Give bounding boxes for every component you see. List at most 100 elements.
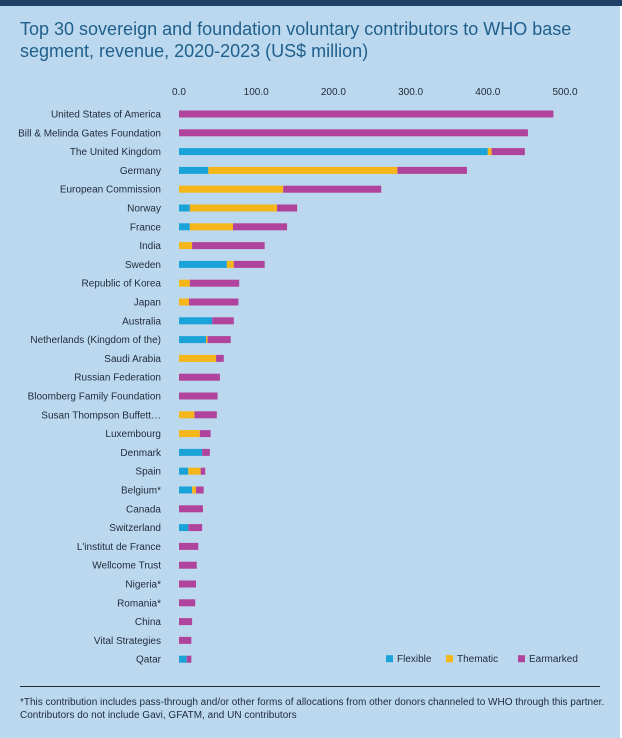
legend-label: Thematic: [457, 654, 498, 665]
bar-segment-flexible: [179, 223, 190, 231]
bar-segment-flexible: [179, 166, 209, 174]
category-label: Romania*: [117, 598, 161, 609]
x-tick-label: 0.0: [172, 87, 186, 98]
legend-swatch: [386, 655, 393, 663]
category-label: L'institut de France: [77, 542, 162, 553]
category-label: Australia: [122, 316, 161, 327]
x-tick-label: 500.0: [552, 87, 577, 98]
category-label: Bill & Melinda Gates Foundation: [18, 128, 161, 139]
legend-label: Flexible: [397, 654, 432, 665]
bar-segment-earmarked: [179, 373, 220, 381]
bar-segment-earmarked: [179, 110, 554, 118]
category-label: Luxembourg: [105, 429, 161, 440]
category-label: Vital Strategies: [94, 636, 161, 647]
bar-segment-earmarked: [189, 279, 240, 287]
category-label: Wellcome Trust: [92, 561, 161, 572]
category-label: Germany: [120, 166, 161, 177]
x-tick-label: 400.0: [475, 87, 500, 98]
top-accent-bar: [0, 0, 622, 6]
bar-segment-flexible: [179, 486, 193, 494]
chart-title: Top 30 sovereign and foundation voluntar…: [20, 19, 572, 61]
right-edge: [620, 6, 622, 738]
category-label: India: [139, 241, 161, 252]
legend-swatch: [518, 655, 525, 663]
bar-segment-thematic: [189, 204, 278, 212]
category-label: European Commission: [60, 185, 161, 196]
bar-segment-earmarked: [179, 636, 192, 644]
bar-segment-earmarked: [397, 166, 467, 174]
bar-segment-thematic: [179, 242, 193, 250]
x-tick-label: 100.0: [244, 87, 269, 98]
x-tick-label: 200.0: [321, 87, 346, 98]
category-label: The United Kingdom: [70, 147, 161, 158]
category-label: Denmark: [120, 448, 162, 459]
bar-segment-earmarked: [200, 467, 206, 475]
legend-label: Earmarked: [529, 654, 578, 665]
footnote-divider: [20, 686, 600, 687]
bar-segment-flexible: [179, 260, 227, 268]
bar-segment-earmarked: [179, 580, 196, 588]
bar-segment-thematic: [192, 486, 196, 494]
bar-segment-thematic: [189, 223, 234, 231]
bar-segment-earmarked: [179, 618, 193, 626]
bar-segment-earmarked: [491, 148, 525, 156]
bar-segment-earmarked: [277, 204, 298, 212]
category-label: Saudi Arabia: [104, 354, 161, 365]
bar-segment-thematic: [179, 430, 200, 438]
category-label: Sweden: [125, 260, 161, 271]
bar-segment-earmarked: [179, 129, 528, 137]
bar-segment-flexible: [179, 148, 488, 156]
bar-segment-earmarked: [194, 411, 217, 419]
bar-segment-earmarked: [233, 260, 265, 268]
bar-segment-flexible: [179, 448, 203, 456]
bar-segment-flexible: [179, 317, 213, 325]
bar-segment-thematic: [179, 411, 195, 419]
category-label: Netherlands (Kingdom of the): [30, 335, 161, 346]
category-label: Russian Federation: [74, 373, 161, 384]
bar-segment-thematic: [188, 467, 201, 475]
bar-segment-earmarked: [186, 655, 192, 663]
bar-segment-earmarked: [202, 448, 210, 456]
bar-segment-flexible: [179, 467, 189, 475]
bar-segment-earmarked: [179, 392, 218, 400]
category-label: Belgium*: [121, 486, 161, 497]
category-label: Norway: [127, 204, 161, 215]
bar-segment-earmarked: [189, 298, 239, 306]
category-label: Republic of Korea: [82, 279, 162, 290]
bar-segment-earmarked: [192, 242, 265, 250]
category-label: Switzerland: [109, 523, 161, 534]
bar-segment-earmarked: [233, 223, 288, 231]
bar-segment-thematic: [179, 185, 284, 193]
footnote: *This contribution includes pass-through…: [20, 697, 605, 721]
bar-segment-earmarked: [207, 336, 231, 344]
bar-chart: 0.0 100.0 200.0 300.0 400.0 500.0 United State…: [18, 87, 578, 666]
category-label: Japan: [134, 298, 161, 309]
x-tick-label: 300.0: [398, 87, 423, 98]
bar-segment-earmarked: [216, 354, 224, 362]
bar-segment-thematic: [179, 298, 190, 306]
category-label: France: [130, 222, 162, 233]
bar-segment-thematic: [226, 260, 234, 268]
category-label: Nigeria*: [125, 580, 161, 591]
category-label: Susan Thompson Buffett…: [41, 410, 161, 421]
category-label: Qatar: [136, 655, 162, 666]
bar-segment-flexible: [179, 204, 190, 212]
bar-segment-earmarked: [179, 505, 203, 513]
bar-segment-flexible: [179, 336, 207, 344]
bar-segment-earmarked: [195, 486, 204, 494]
bar-segment-earmarked: [188, 524, 203, 532]
bar-segment-flexible: [179, 524, 189, 532]
bar-segment-earmarked: [179, 542, 199, 550]
bar-segment-flexible: [179, 655, 187, 663]
bar-segment-earmarked: [179, 599, 196, 607]
category-label: Canada: [126, 504, 161, 515]
bar-segment-thematic: [179, 279, 190, 287]
bar-segment-earmarked: [179, 561, 197, 569]
category-label: Spain: [135, 467, 161, 478]
category-label: United States of America: [51, 110, 161, 121]
bar-segment-earmarked: [199, 430, 211, 438]
bar-segment-earmarked: [212, 317, 234, 325]
bar-segment-thematic: [206, 336, 208, 344]
legend-swatch: [446, 655, 453, 663]
bar-segment-thematic: [487, 148, 492, 156]
